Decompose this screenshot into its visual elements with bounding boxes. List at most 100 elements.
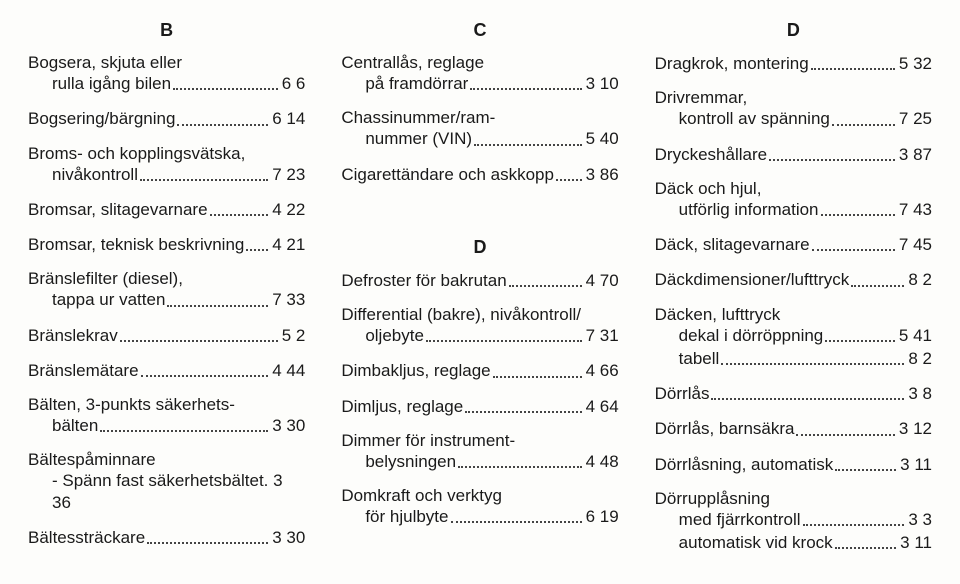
index-column-c: C Centrallås, reglagepå framdörrar3 10 Ch… [341, 20, 618, 574]
entry-label: Cigarettändare och askkopp [341, 164, 554, 185]
index-entry: Bränslemätare4 44 [28, 360, 305, 381]
page-ref: 4 22 [270, 199, 305, 220]
page-ref: 3 11 [898, 532, 932, 553]
index-entry: Bogsera, skjuta ellerrulla igång bilen 6 … [28, 53, 305, 94]
index-entry: Bältessträckare3 30 [28, 527, 305, 548]
page-ref: 4 21 [270, 234, 305, 255]
entry-label: Dryckeshållare [655, 144, 767, 165]
index-entry: Dörrlås 3 8 [655, 383, 932, 404]
entry-label: belysningen [341, 451, 456, 472]
entry-label: Dimljus, reglage [341, 396, 463, 417]
page-ref: 6 6 [280, 73, 306, 94]
page-ref: 3 11 [898, 454, 932, 475]
entry-line: Bälten, 3-punkts säkerhets- [28, 395, 305, 415]
leader-dots [851, 285, 904, 287]
section-heading: D [655, 20, 932, 41]
entry-label: Bränslekrav [28, 325, 118, 346]
entry-line: Differential (bakre), nivåkontroll/ [341, 305, 618, 325]
entry-label: Dörrlås, barnsäkra [655, 418, 795, 439]
index-entry: Dörrlås, barnsäkra 3 12 [655, 418, 932, 439]
index-entry: Dörrupplåsningmed fjärrkontroll3 3 [655, 489, 932, 530]
leader-dots [796, 434, 894, 436]
entry-label: tappa ur vatten [28, 289, 165, 310]
entry-line: Chassinummer/ram- [341, 108, 618, 128]
page-ref: 5 41 [897, 325, 932, 346]
page-ref: 7 45 [897, 234, 932, 255]
entry-label: med fjärrkontroll [655, 509, 801, 530]
entry-label: automatisk vid krock [655, 532, 833, 553]
leader-dots [173, 88, 278, 90]
page-ref: 3 12 [897, 418, 932, 439]
leader-dots [465, 411, 581, 413]
entry-line: Bogsera, skjuta eller [28, 53, 305, 73]
leader-dots [177, 124, 268, 126]
index-entry: Centrallås, reglagepå framdörrar3 10 [341, 53, 618, 94]
entry-label: Dimbakljus, reglage [341, 360, 490, 381]
index-entry: Bälten, 3-punkts säkerhets-bälten3 30 [28, 395, 305, 436]
index-entry: Bränslekrav 5 2 [28, 325, 305, 346]
leader-dots [246, 249, 268, 251]
index-entry: Chassinummer/ram-nummer (VIN) 5 40 [341, 108, 618, 149]
column-body-2: Dragkrok, montering5 32Drivremmar,kontro… [655, 53, 932, 567]
index-entry: Differential (bakre), nivåkontroll/oljeb… [341, 305, 618, 346]
leader-dots [451, 521, 582, 523]
index-entry: automatisk vid krock 3 11 [655, 532, 932, 553]
page-ref: 8 2 [906, 269, 932, 290]
page-ref: 3 8 [906, 383, 932, 404]
entry-label: Defroster för bakrutan [341, 270, 506, 291]
entry-label: Däckdimensioner/lufttryck [655, 269, 850, 290]
leader-dots [803, 524, 905, 526]
entry-label: rulla igång bilen [28, 73, 171, 94]
page-ref: 5 40 [584, 128, 619, 149]
column-body-0: Bogsera, skjuta ellerrulla igång bilen 6 … [28, 53, 305, 562]
index-entry: Däck, slitagevarnare7 45 [655, 234, 932, 255]
page-ref: 5 2 [280, 325, 306, 346]
index-entry: Broms- och kopplingsvätska,nivåkontroll7… [28, 144, 305, 185]
page-ref: 7 25 [897, 108, 932, 129]
entry-label: Bältessträckare [28, 527, 145, 548]
section-heading: D [341, 237, 618, 258]
page-ref: 3 30 [270, 415, 305, 436]
entry-line: Dörrupplåsning [655, 489, 932, 509]
page-ref: 4 66 [584, 360, 619, 381]
entry-line: Dimmer för instrument- [341, 431, 618, 451]
leader-dots [811, 68, 895, 70]
leader-dots [210, 214, 269, 216]
entry-label: dekal i dörröppning [655, 325, 824, 346]
entry-line: Centrallås, reglage [341, 53, 618, 73]
index-entry: tabell8 2 [655, 348, 932, 369]
leader-dots [835, 547, 897, 549]
entry-label: Bromsar, slitagevarnare [28, 199, 208, 220]
leader-dots [100, 430, 268, 432]
leader-dots [821, 214, 895, 216]
index-entry: Dryckeshållare3 87 [655, 144, 932, 165]
entry-label: nummer (VIN) [341, 128, 472, 149]
leader-dots [141, 375, 269, 377]
leader-dots [721, 363, 904, 365]
column-body-1: Centrallås, reglagepå framdörrar3 10 Chas… [341, 53, 618, 541]
leader-dots [812, 249, 895, 251]
index-entry: Däcken, lufttryckdekal i dörröppning5 41 [655, 305, 932, 346]
entry-label: oljebyte [341, 325, 424, 346]
entry-line: Bältespåminnare [28, 450, 305, 470]
entry-label: Dragkrok, montering [655, 53, 809, 74]
index-entry: Defroster för bakrutan4 70 [341, 270, 618, 291]
section-heading: B [28, 20, 305, 41]
entry-line: Broms- och kopplingsvätska, [28, 144, 305, 164]
index-entry: Däck och hjul,utförlig information7 43 [655, 179, 932, 220]
index-column-d: D Dragkrok, montering5 32Drivremmar,kont… [655, 20, 932, 574]
page-ref: 3 10 [584, 73, 619, 94]
leader-dots [147, 542, 268, 544]
leader-dots [493, 376, 582, 378]
leader-dots [167, 305, 268, 307]
entry-line: Domkraft och verktyg [341, 486, 618, 506]
page-ref: 5 32 [897, 53, 932, 74]
section-heading: C [341, 20, 618, 41]
leader-dots [825, 340, 895, 342]
page-ref: 4 64 [584, 396, 619, 417]
entry-label: Dörrlås [655, 383, 710, 404]
leader-dots [470, 88, 581, 90]
index-entry: Dimmer för instrument-belysningen4 48 [341, 431, 618, 472]
index-entry: Domkraft och verktygför hjulbyte6 19 [341, 486, 618, 527]
leader-dots [835, 469, 896, 471]
